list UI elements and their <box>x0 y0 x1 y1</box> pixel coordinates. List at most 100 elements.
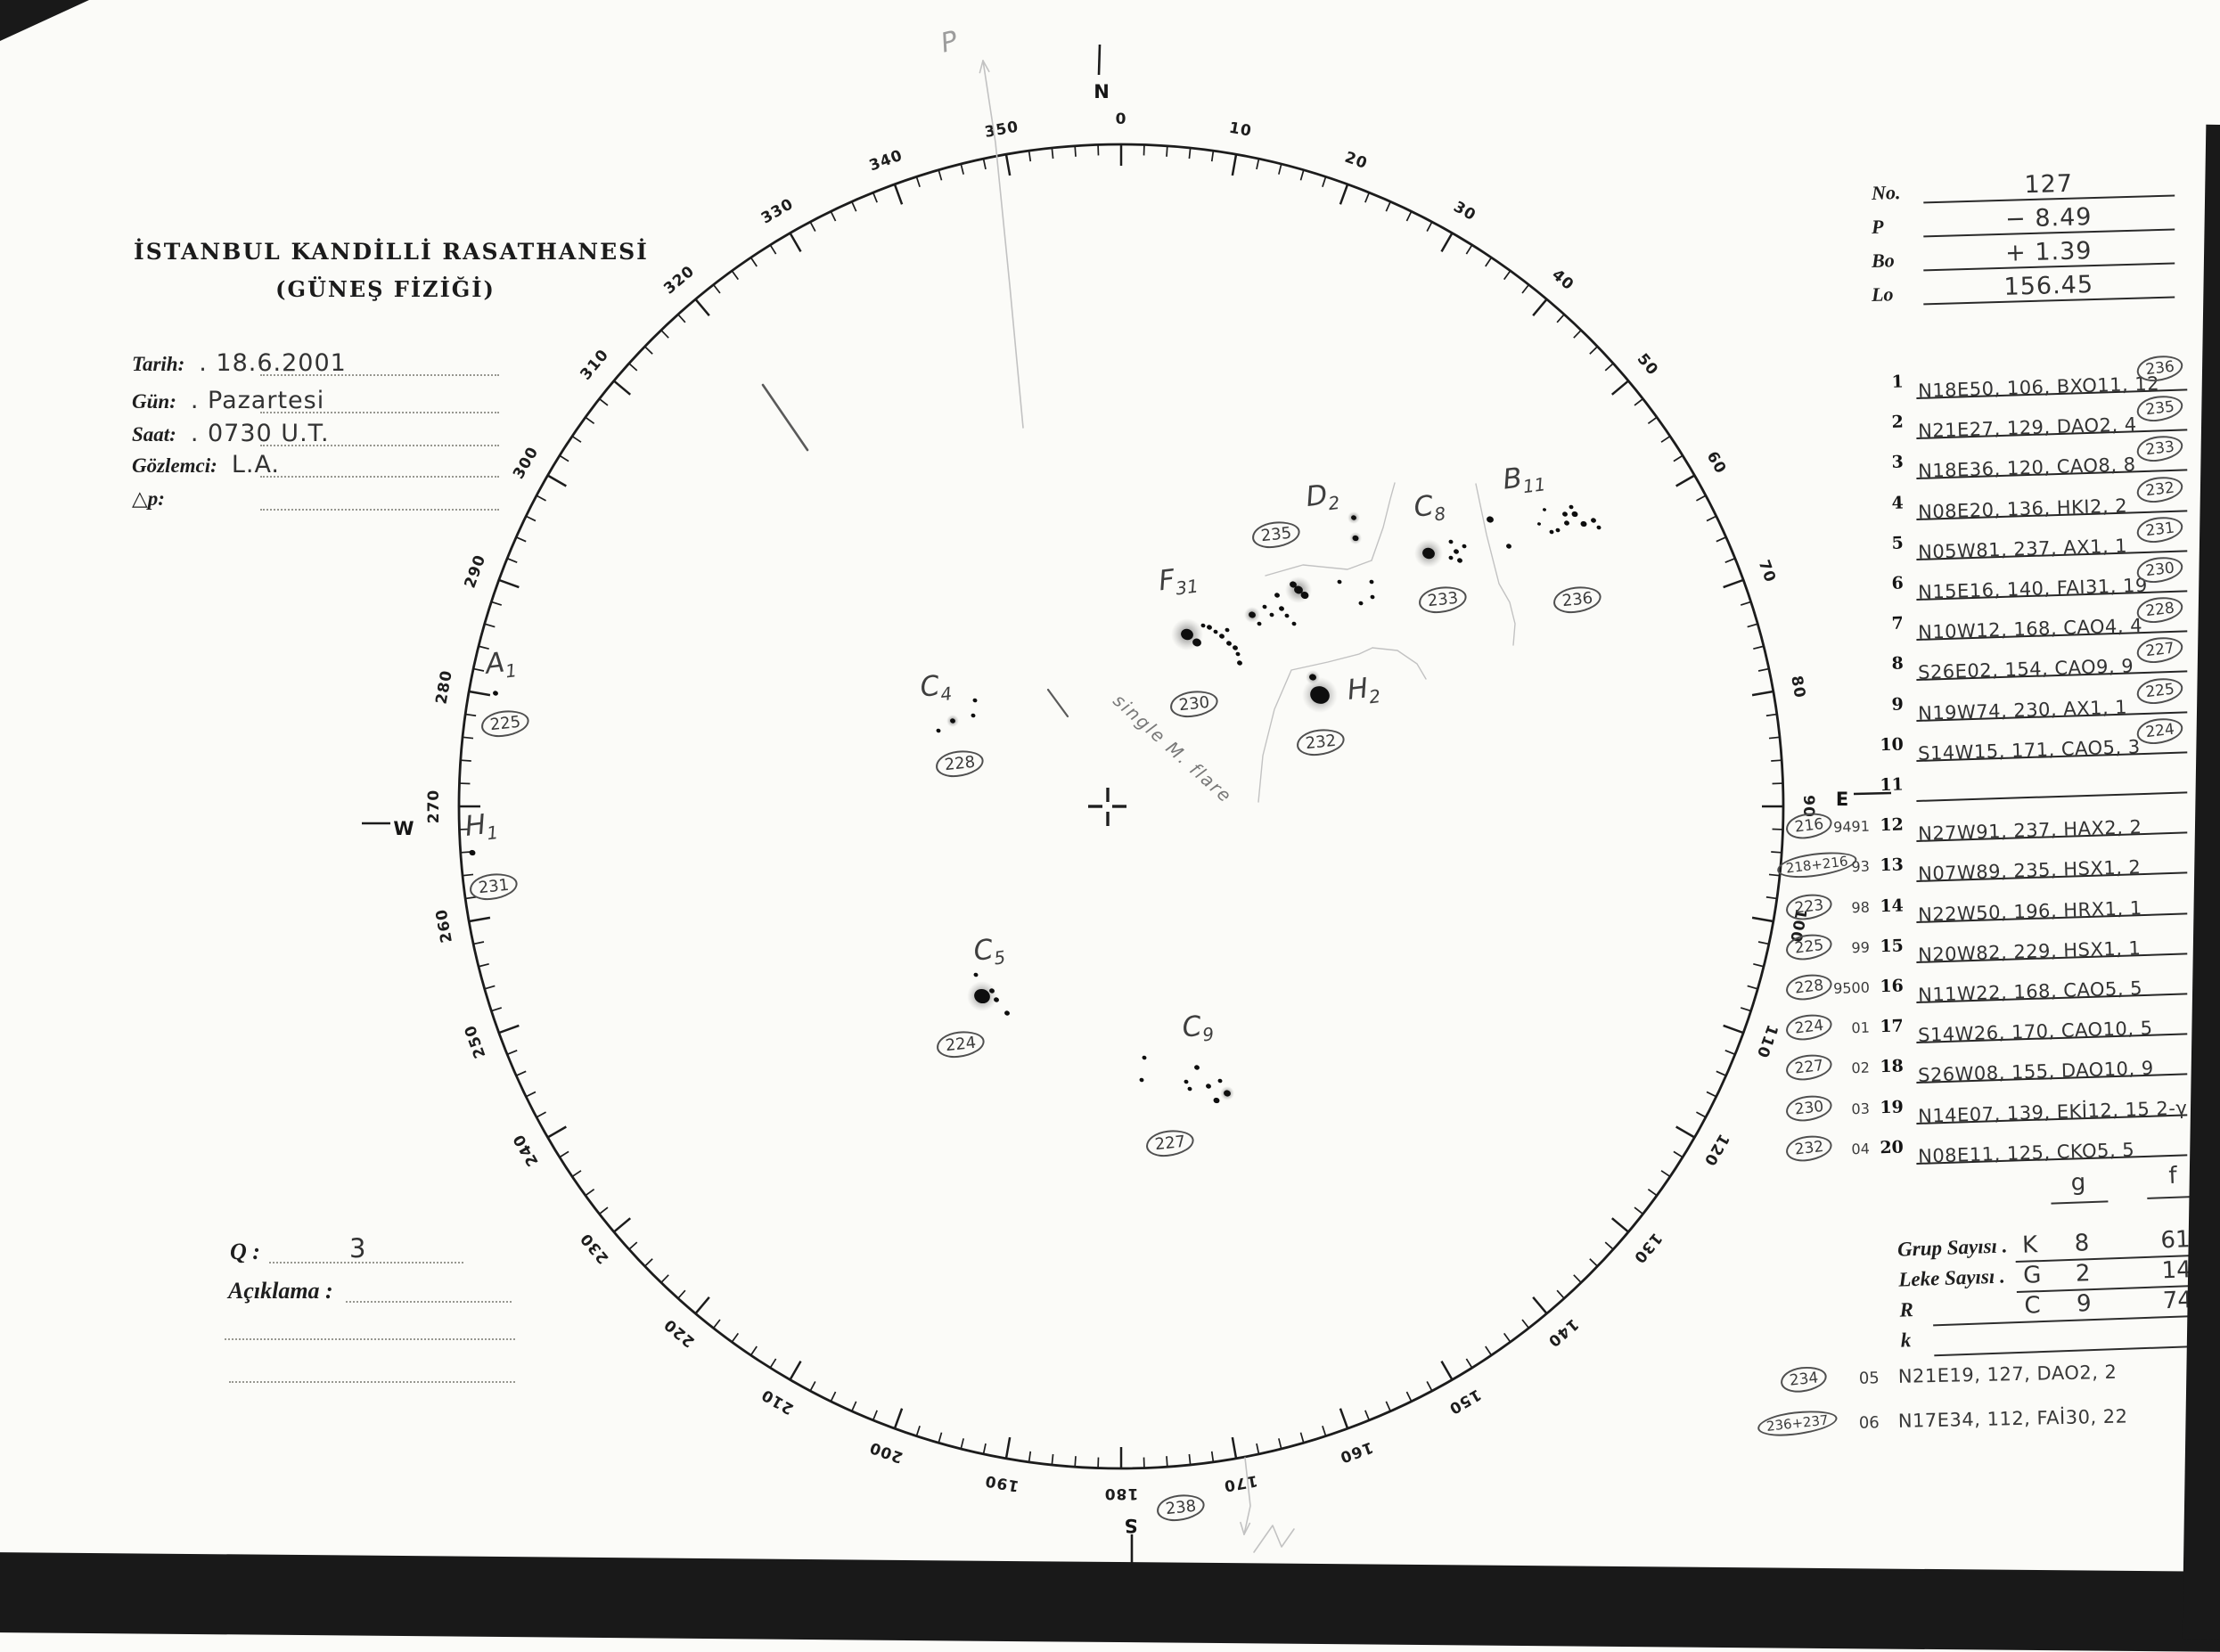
sunspot <box>1486 515 1495 523</box>
summary-letter: G <box>2023 1262 2042 1289</box>
noaa-number: 99 <box>1827 938 1871 956</box>
ephemeris-label: Lo <box>1872 282 1924 307</box>
degree-label-0: 0 <box>1116 110 1127 128</box>
sunspot <box>1232 644 1238 650</box>
ephemeris-value: − 8.49 <box>1922 202 2175 238</box>
ephemeris-label: P <box>1872 214 1924 239</box>
sunspot <box>1206 624 1212 630</box>
row-number: 5 <box>1874 533 1904 553</box>
sunspot <box>1571 511 1579 518</box>
row-number: 10 <box>1874 734 1904 755</box>
degree-label-300: 300 <box>510 444 543 482</box>
obs-label: △p: <box>132 487 165 510</box>
obs-value: . 0730 U.T. <box>191 420 330 447</box>
sunspot <box>1213 1097 1221 1104</box>
summary-letter: K <box>2022 1231 2038 1259</box>
degree-label-120: 120 <box>1700 1131 1733 1169</box>
ephemeris-label: No. <box>1872 180 1924 205</box>
row-number: 6 <box>1874 573 1904 593</box>
group-entry: N27W91, 237, HAX2, 2 <box>1918 816 2142 845</box>
obs-dotted-line <box>260 476 499 478</box>
row-number: 20 <box>1874 1137 1904 1157</box>
summary-label: Grup Sayısı . <box>1897 1234 2008 1261</box>
obs-label: Gün: <box>132 390 176 413</box>
ephemeris-value: 127 <box>1922 168 2175 204</box>
degree-label-310: 310 <box>577 346 612 383</box>
note-circle-234: 234 <box>1780 1364 1829 1394</box>
sunspot <box>1187 1086 1192 1092</box>
row-number: 14 <box>1874 896 1904 916</box>
group-label-H2: H2 <box>1346 671 1382 710</box>
summary-col-f: f <box>2168 1163 2177 1190</box>
group-entry: N14E07, 139, EKİ12, 15 2-γ <box>1918 1097 2188 1126</box>
sunspot <box>1456 557 1462 563</box>
group-entry: N18E50, 106, BXO11, 12 <box>1918 372 2160 401</box>
sunspot <box>1563 519 1569 526</box>
note-dotted-line-1 <box>225 1338 515 1340</box>
summary-g-value: 8 <box>2055 1229 2109 1257</box>
entry-underline: S26W08, 155, DAO10, 9 <box>1915 1042 2187 1084</box>
degree-label-250: 250 <box>462 1022 490 1060</box>
summary-letter: C <box>2024 1292 2041 1320</box>
sunspot <box>1213 629 1218 634</box>
degree-label-240: 240 <box>510 1131 543 1169</box>
sunspot <box>1184 1079 1189 1084</box>
note-text: N17E34, 112, FAİ30, 22 <box>1898 1405 2128 1431</box>
sunspot <box>1278 605 1284 611</box>
summary-label: Leke Sayısı . <box>1898 1264 2005 1291</box>
row-number: 3 <box>1874 453 1904 473</box>
obs-label: Tarih: <box>132 353 184 375</box>
row-number: 17 <box>1874 1017 1904 1037</box>
row-number: 11 <box>1874 774 1904 795</box>
noaa-number: 9491 <box>1827 818 1871 836</box>
sunspot <box>1543 508 1547 512</box>
degree-label-60: 60 <box>1703 448 1730 477</box>
aciklama-dotted-line <box>346 1301 512 1303</box>
group-entry: N22W50, 196, HRX1, 1 <box>1918 897 2142 926</box>
sunspot <box>1337 579 1342 585</box>
sunspot <box>971 713 976 718</box>
row-number: 18 <box>1874 1057 1904 1077</box>
sunspot <box>1225 627 1230 633</box>
sunspot <box>1448 555 1454 560</box>
group-entry: N21E27, 129, DAO2, 4 <box>1918 413 2137 442</box>
group-entry: N10W12, 168, CAO4, 4 <box>1918 615 2143 643</box>
group-entry: S26E02, 154, CAO9, 9 <box>1918 656 2134 684</box>
sunspot <box>1462 544 1467 549</box>
sunspot <box>1225 640 1232 646</box>
sunspot <box>1193 1064 1200 1070</box>
department-name: (GÜNEŞ FİZİĞİ) <box>134 276 637 302</box>
group-label-F31: F31 <box>1157 560 1200 601</box>
degree-label-210: 210 <box>758 1385 797 1418</box>
group-label-C5: C5 <box>971 932 1006 971</box>
obs-label: Saat: <box>132 423 176 446</box>
obs-row-5: △p: <box>132 484 179 511</box>
row-number: 7 <box>1874 614 1904 634</box>
group-label-B11: B11 <box>1501 459 1546 500</box>
sunspot <box>1269 612 1274 617</box>
sunspot <box>1217 1078 1223 1084</box>
noaa-number: 98 <box>1827 898 1871 916</box>
degree-label-340: 340 <box>867 147 905 176</box>
group-label-C4: C4 <box>918 668 953 707</box>
obs-dotted-line <box>260 509 499 511</box>
q-dotted-line <box>269 1262 463 1264</box>
obs-value: . Pazartesi <box>191 387 324 414</box>
noaa-number: 02 <box>1827 1059 1871 1077</box>
degree-label-10: 10 <box>1228 119 1254 141</box>
note-seq: 06 <box>1859 1413 1880 1432</box>
group-entry: N20W82, 229, HSX1, 1 <box>1918 937 2142 966</box>
sunspot <box>1257 621 1262 626</box>
degree-label-50: 50 <box>1634 350 1662 380</box>
note-dotted-line-2 <box>229 1381 515 1383</box>
cardinal-S: S <box>1124 1515 1137 1536</box>
summary-g-value: 2 <box>2056 1259 2110 1288</box>
entry-underline: S14W26, 170, CAO10, 5 <box>1915 1002 2187 1044</box>
row-number: 9 <box>1874 694 1904 715</box>
sunspot <box>1142 1055 1147 1060</box>
summary-g-value: 9 <box>2057 1289 2111 1318</box>
row-number: 4 <box>1874 493 1904 513</box>
degree-label-160: 160 <box>1337 1438 1375 1467</box>
sunspot <box>1370 594 1375 600</box>
note-seq: 05 <box>1859 1369 1880 1387</box>
